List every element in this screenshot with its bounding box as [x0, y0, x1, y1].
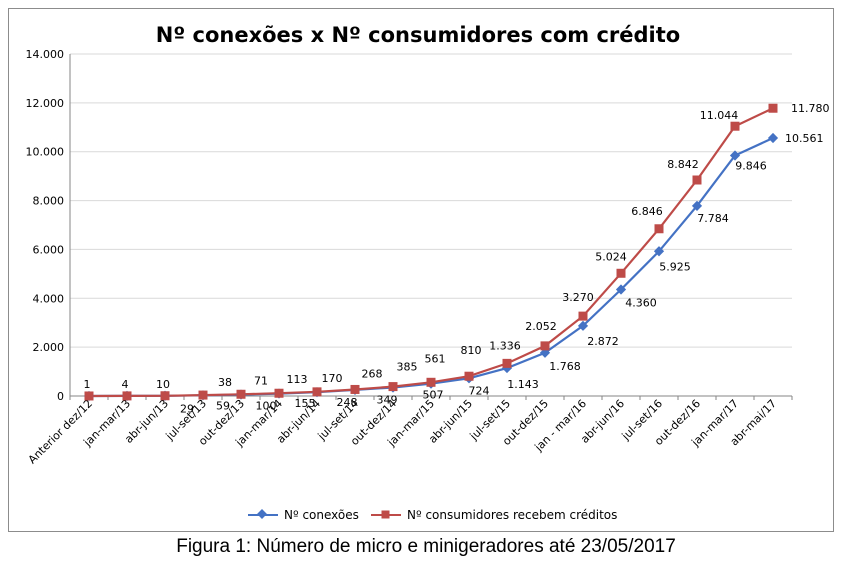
axes: [69, 54, 793, 400]
series-point: [654, 224, 664, 234]
legend-label-consumidores: Nº consumidores recebem créditos: [407, 508, 617, 522]
y-tick-label: 14.000: [26, 48, 65, 61]
data-label: 29: [180, 402, 194, 415]
series-point: [160, 391, 170, 401]
data-label: 5.925: [659, 260, 691, 273]
series-point: [274, 388, 284, 398]
data-label: 1.768: [549, 360, 581, 373]
y-tick-label: 2.000: [33, 341, 65, 354]
series-point: [692, 175, 702, 185]
series-point: [388, 382, 398, 392]
y-tick-label: 6.000: [33, 243, 65, 256]
series-point: [312, 387, 322, 397]
data-label: 100: [256, 400, 277, 413]
data-labels: 29 59 100 155 248 349 507 724 1.143 1.768 2.872 4.3…: [84, 102, 830, 415]
series-point: [426, 377, 436, 387]
series-point: [768, 103, 778, 113]
data-label: 561: [425, 352, 446, 365]
series-point: [84, 391, 94, 401]
y-tick-label: 12.000: [26, 97, 65, 110]
data-label: 385: [397, 361, 418, 374]
data-label: 1: [84, 378, 91, 391]
data-label: 155: [295, 397, 316, 410]
data-label: 2.872: [587, 335, 619, 348]
data-label: 268: [362, 367, 383, 380]
series-point: [615, 284, 627, 295]
series-point: [236, 389, 246, 399]
data-label: 11.044: [700, 109, 739, 122]
data-label: 4: [122, 378, 129, 391]
series-point: [502, 358, 512, 368]
series-point: [350, 384, 360, 394]
series-point: [578, 311, 588, 321]
chart-title: Nº conexões x Nº consumidores com crédit…: [156, 23, 680, 47]
data-label: 810: [461, 344, 482, 357]
gridlines: [70, 53, 792, 348]
data-label: 38: [218, 376, 232, 389]
data-label: 3.270: [562, 291, 594, 304]
data-label: 71: [254, 374, 268, 387]
legend: Nº conexões Nº consumidores recebem créd…: [248, 508, 617, 522]
series-point: [464, 371, 474, 381]
data-label: 9.846: [735, 159, 767, 172]
data-label: 1.336: [489, 339, 521, 352]
data-label: 724: [469, 384, 490, 397]
x-tick-label: Anterior dez/12: [26, 397, 95, 466]
y-tick-label: 10.000: [26, 146, 65, 159]
y-tick-label: 4.000: [33, 292, 65, 305]
figure-caption: Figura 1: Número de micro e minigeradore…: [176, 536, 676, 557]
y-tick-label: 8.000: [33, 195, 65, 208]
data-label: 59: [216, 400, 230, 413]
series-markers: [83, 103, 779, 402]
data-label: 8.842: [667, 158, 699, 171]
series-point: [122, 391, 132, 401]
series-point: [616, 268, 626, 278]
data-label: 4.360: [625, 296, 657, 309]
data-label: 10: [156, 378, 170, 391]
series-point: [730, 121, 740, 131]
data-label: 113: [287, 373, 308, 386]
data-label: 248: [337, 396, 358, 409]
series-point: [540, 341, 550, 351]
series-point: [577, 320, 589, 331]
data-label: 7.784: [697, 212, 729, 225]
series-point: [767, 132, 779, 144]
data-label: 507: [423, 389, 444, 402]
x-tick-labels: Anterior dez/12jan-mar/13abr-jun/13jul-s…: [26, 397, 779, 466]
chart-frame: [8, 8, 834, 532]
data-label: 2.052: [525, 320, 557, 333]
series-point: [198, 390, 208, 400]
y-tick-labels: 0 2.000 4.000 6.000 8.000 10.000 12.000 14.000: [26, 48, 65, 403]
data-label: 170: [322, 372, 343, 385]
data-label: 5.024: [595, 250, 627, 263]
data-label: 11.780: [791, 102, 830, 115]
data-label: 349: [377, 393, 398, 406]
data-label: 1.143: [507, 378, 539, 391]
y-tick-label: 0: [57, 390, 64, 403]
legend-label-conexoes: Nº conexões: [284, 508, 359, 522]
legend-marker-conexoes: [257, 509, 267, 519]
data-label: 10.561: [785, 132, 824, 145]
legend-marker-consumidores: [381, 510, 390, 519]
data-label: 6.846: [631, 205, 663, 218]
